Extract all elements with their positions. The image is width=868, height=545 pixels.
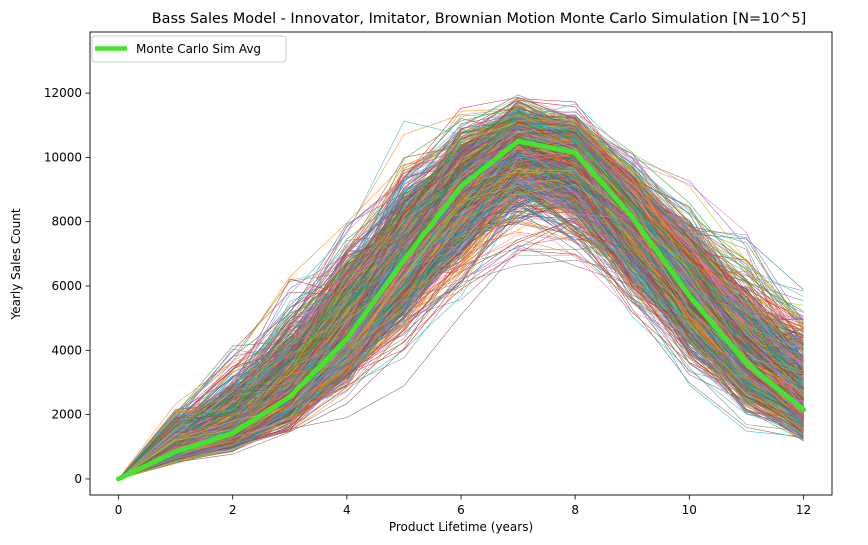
simulation-path-line <box>118 189 804 480</box>
y-tick-label: 2000 <box>51 408 82 422</box>
simulation-path-line <box>118 135 804 480</box>
average-series-layer <box>116 138 806 482</box>
simulation-path-line <box>118 112 804 480</box>
legend-box <box>91 35 287 63</box>
simulation-path-line <box>118 120 804 480</box>
y-tick-label: 0 <box>74 472 82 486</box>
x-tick-label: 0 <box>115 503 123 517</box>
y-tick-label: 8000 <box>51 215 82 229</box>
simulation-paths <box>118 94 804 480</box>
simulation-path-line <box>118 126 804 480</box>
simulation-path-line <box>118 130 804 480</box>
simulation-path-line <box>118 124 804 480</box>
simulation-path-line <box>118 122 804 480</box>
legend: Monte Carlo Sim Avg <box>91 35 287 63</box>
y-tick-label: 4000 <box>51 343 82 357</box>
x-axis-label: Product Lifetime (years) <box>389 520 533 534</box>
simulation-path-line <box>118 113 804 480</box>
simulation-path-line <box>118 191 804 480</box>
chart-title: Bass Sales Model - Innovator, Imitator, … <box>152 11 806 27</box>
x-tick-label: 8 <box>571 503 579 517</box>
simulation-path-line <box>118 169 804 480</box>
y-axis-label: Yearly Sales Count <box>9 208 23 320</box>
y-axis: 0 2000 4000 6000 8000 10000 12000 <box>44 86 90 486</box>
x-tick-label: 4 <box>343 503 351 517</box>
x-tick-label: 2 <box>229 503 237 517</box>
simulation-path-line <box>118 153 804 480</box>
monte-carlo-avg-line <box>116 138 806 482</box>
simulation-path-line <box>118 191 804 480</box>
simulation-path-line <box>118 144 804 480</box>
simulation-path-line <box>118 156 804 480</box>
simulation-path-line <box>118 118 804 480</box>
y-tick-label: 10000 <box>44 150 82 164</box>
simulation-path-line <box>118 121 804 480</box>
simulation-path-line <box>118 139 804 480</box>
simulation-path-line <box>118 112 804 480</box>
simulation-path-line <box>118 123 804 480</box>
x-tick-label: 10 <box>682 503 697 517</box>
x-axis: 0 2 4 6 8 10 12 <box>115 495 811 517</box>
y-tick-label: 12000 <box>44 86 82 100</box>
simulation-path-line <box>118 134 804 480</box>
simulation-path-line <box>118 132 804 480</box>
simulation-path-line <box>118 142 804 480</box>
y-tick-label: 6000 <box>51 279 82 293</box>
simulation-path-line <box>118 138 804 480</box>
simulation-path-line <box>118 125 804 480</box>
simulation-path-line <box>118 164 804 480</box>
simulation-path-line <box>118 196 804 480</box>
simulation-path-line <box>118 115 804 480</box>
x-tick-label: 6 <box>457 503 465 517</box>
x-tick-label: 12 <box>796 503 811 517</box>
simulation-path-line <box>118 144 804 480</box>
legend-label: Monte Carlo Sim Avg <box>136 42 261 56</box>
